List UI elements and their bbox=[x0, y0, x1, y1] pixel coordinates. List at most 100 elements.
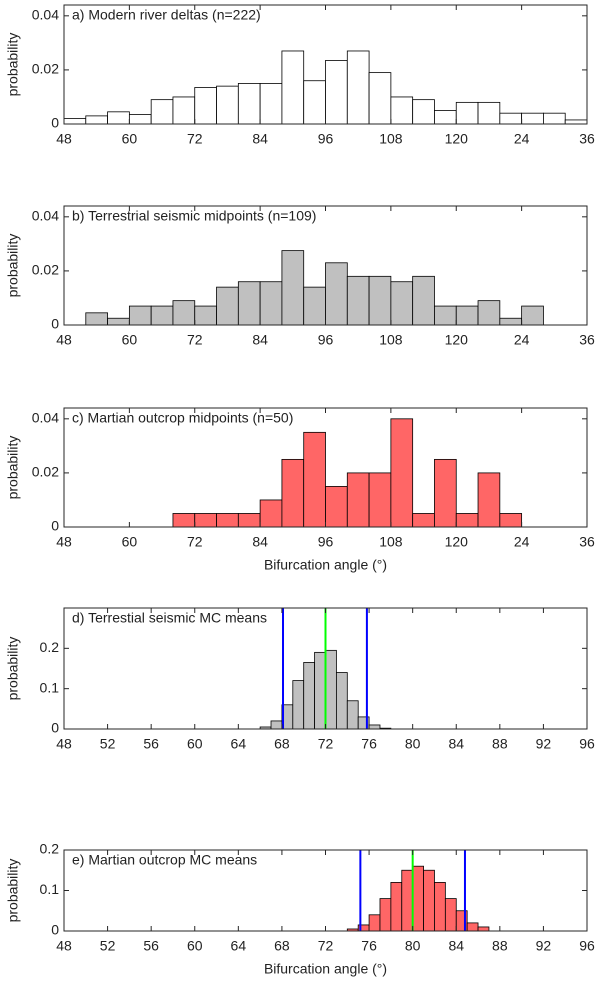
bar bbox=[412, 275, 435, 326]
bar bbox=[259, 499, 283, 528]
bar bbox=[543, 112, 566, 125]
x-tick-label: 88 bbox=[492, 736, 508, 752]
bar bbox=[444, 898, 457, 932]
y-tick-label: 0.2 bbox=[40, 841, 60, 857]
bar bbox=[346, 50, 370, 125]
bar bbox=[477, 300, 501, 326]
x-tick-label: 60 bbox=[122, 332, 138, 348]
bar bbox=[368, 914, 381, 932]
y-axis-label: probability bbox=[5, 859, 21, 923]
bar bbox=[63, 118, 87, 125]
y-tick-label: 0.1 bbox=[40, 881, 60, 897]
bar bbox=[477, 472, 501, 528]
x-tick-label: 96 bbox=[318, 131, 334, 147]
x-tick-label: 88 bbox=[492, 938, 508, 954]
bar bbox=[216, 85, 239, 125]
x-tick-label: 96 bbox=[579, 736, 595, 752]
x-tick-label: 56 bbox=[143, 736, 159, 752]
y-tick-label: 0 bbox=[51, 720, 59, 736]
y-tick-label: 0.02 bbox=[32, 464, 59, 480]
x-tick-label: 52 bbox=[100, 938, 116, 954]
y-axis-label: probability bbox=[5, 33, 21, 97]
bar bbox=[434, 882, 446, 932]
x-tick-label: 24 bbox=[514, 534, 530, 550]
bar bbox=[390, 281, 414, 326]
panel-title: b) Terrestrial seismic midpoints (n=109) bbox=[72, 208, 316, 224]
y-tick-label: 0 bbox=[51, 518, 59, 534]
x-tick-label: 24 bbox=[514, 332, 530, 348]
bar bbox=[499, 112, 523, 125]
x-tick-label: 108 bbox=[379, 332, 403, 348]
x-tick-label: 72 bbox=[187, 131, 203, 147]
x-tick-label: 36 bbox=[579, 332, 595, 348]
x-tick-label: 48 bbox=[56, 736, 72, 752]
x-tick-label: 80 bbox=[405, 736, 421, 752]
x-tick-label: 96 bbox=[318, 534, 334, 550]
bar bbox=[368, 724, 381, 730]
bar bbox=[128, 305, 152, 326]
y-tick-label: 0.1 bbox=[40, 679, 60, 695]
bar bbox=[85, 115, 108, 125]
y-tick-label: 0 bbox=[51, 316, 59, 332]
bar bbox=[303, 431, 326, 528]
bar bbox=[368, 472, 392, 528]
bar bbox=[368, 72, 392, 125]
bar bbox=[477, 101, 501, 125]
bar bbox=[325, 649, 337, 730]
bar bbox=[346, 700, 359, 730]
bar bbox=[325, 486, 348, 528]
bar bbox=[434, 305, 457, 326]
y-tick-label: 0 bbox=[51, 922, 59, 938]
bar bbox=[172, 300, 196, 326]
x-tick-label: 72 bbox=[187, 332, 203, 348]
x-tick-label: 68 bbox=[274, 736, 290, 752]
y-axis-label: probability bbox=[5, 234, 21, 298]
x-tick-label: 52 bbox=[100, 736, 116, 752]
x-tick-label: 64 bbox=[231, 938, 247, 954]
x-tick-label: 48 bbox=[56, 534, 72, 550]
bar bbox=[466, 922, 479, 932]
bar bbox=[194, 513, 217, 528]
bar bbox=[455, 513, 479, 528]
bar bbox=[390, 96, 414, 125]
bar bbox=[281, 50, 305, 125]
panel-title: a) Modern river deltas (n=222) bbox=[72, 7, 261, 23]
bar bbox=[346, 472, 370, 528]
bar bbox=[216, 286, 239, 326]
bar bbox=[499, 513, 523, 528]
x-tick-label: 56 bbox=[143, 938, 159, 954]
x-tick-label: 108 bbox=[379, 131, 403, 147]
bar bbox=[455, 305, 479, 326]
bar bbox=[499, 317, 523, 326]
bar bbox=[150, 305, 174, 326]
bar bbox=[434, 110, 457, 125]
y-tick-label: 0.04 bbox=[32, 7, 59, 23]
x-tick-label: 80 bbox=[405, 938, 421, 954]
bar bbox=[412, 513, 435, 528]
x-tick-label: 120 bbox=[445, 534, 469, 550]
bar bbox=[434, 458, 457, 528]
y-tick-label: 0.02 bbox=[32, 61, 59, 77]
x-tick-label: 108 bbox=[379, 534, 403, 550]
x-tick-label: 72 bbox=[187, 534, 203, 550]
x-tick-label: 96 bbox=[318, 332, 334, 348]
bar bbox=[335, 672, 348, 730]
x-axis-label: Bifurcation angle (°) bbox=[264, 961, 387, 977]
x-tick-label: 84 bbox=[252, 534, 268, 550]
bar bbox=[237, 513, 261, 528]
y-tick-label: 0.02 bbox=[32, 262, 59, 278]
bar bbox=[281, 458, 305, 528]
bar bbox=[379, 898, 392, 932]
bar bbox=[325, 262, 348, 326]
bar bbox=[172, 513, 196, 528]
bar bbox=[303, 662, 316, 730]
bar bbox=[259, 83, 283, 125]
bar bbox=[216, 513, 239, 528]
bar bbox=[455, 101, 479, 125]
x-tick-label: 92 bbox=[536, 736, 552, 752]
y-axis-label: probability bbox=[5, 436, 21, 500]
y-tick-label: 0 bbox=[51, 115, 59, 131]
bar bbox=[412, 99, 435, 125]
bar bbox=[150, 99, 174, 125]
